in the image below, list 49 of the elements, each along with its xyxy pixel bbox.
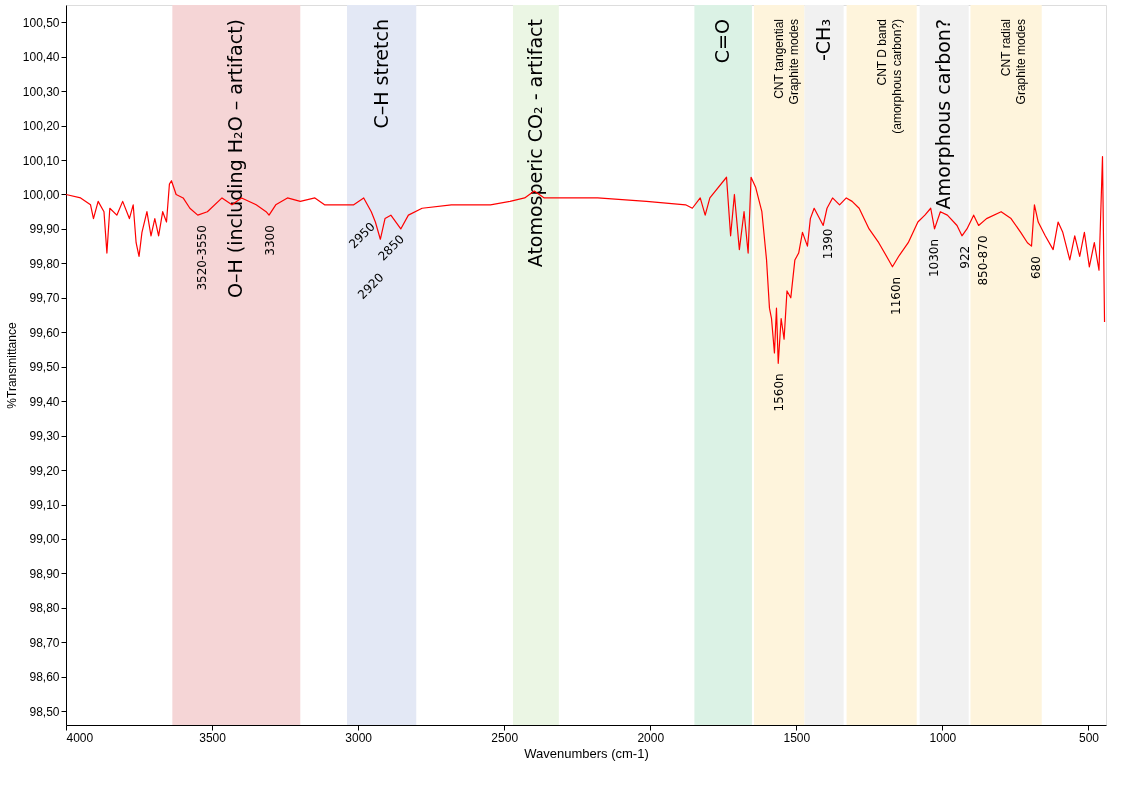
x-tick-label: 2000: [637, 730, 665, 745]
y-tick-label: 100,10: [22, 153, 60, 168]
x-tick-label: 3500: [199, 730, 227, 745]
y-tick-label: 99,20: [29, 463, 60, 478]
x-tick-label: 3000: [345, 730, 373, 745]
annotation: 1160n: [888, 276, 903, 315]
band-label: CNT tangential Graphite modes: [772, 19, 802, 105]
y-tick-label: 98,50: [29, 704, 60, 719]
y-tick-label: 100,30: [22, 84, 60, 99]
annotation: 3520-3550: [194, 225, 209, 291]
annotation: 1030n: [926, 238, 941, 278]
y-tick-label: 100,20: [22, 119, 60, 134]
y-tick-label: 99,00: [29, 532, 60, 547]
annotation: 680: [1028, 256, 1043, 280]
y-tick-label: 99,40: [29, 394, 60, 409]
y-tick-label: 98,80: [29, 601, 60, 616]
y-tick-label: 100,50: [22, 15, 60, 30]
x-tick-label: 500: [1078, 730, 1100, 745]
y-tick-label: 100,00: [22, 187, 60, 202]
y-tick-label: 99,50: [29, 360, 60, 375]
band-label: Atomosperic CO₂ - artifact: [523, 19, 546, 268]
y-tick-label: 98,70: [29, 635, 60, 650]
band-label: C=O: [711, 19, 734, 64]
band-label: C–H stretch: [369, 19, 392, 129]
x-tick-label: 2500: [491, 730, 519, 745]
y-tick-label: 99,30: [29, 429, 60, 444]
band-label: Amorphous carbon?: [932, 19, 955, 210]
x-axis-title: Wavenumbers (cm-1): [524, 745, 649, 761]
annotation: 1560n: [771, 373, 786, 412]
x-tick-label: 1000: [929, 730, 957, 745]
annotation: 850-870: [976, 235, 991, 286]
y-tick-label: 99,70: [29, 291, 60, 306]
y-tick-label: 98,60: [29, 670, 60, 685]
y-tick-label: 98,90: [29, 566, 60, 581]
band-label: -CH₃: [812, 19, 835, 62]
band-label: O–H (including H₂O – artifact): [224, 19, 247, 299]
y-tick-label: 99,60: [29, 325, 60, 340]
band-label: CNT radial Graphite modes: [999, 19, 1029, 105]
x-tick-label: 4000: [66, 730, 94, 745]
y-tick-label: 99,80: [29, 256, 60, 271]
band-label: CNT D band (amorphous carbon?): [874, 19, 904, 134]
x-tick-label: 1500: [783, 730, 811, 745]
y-axis-title: %Transmittance: [4, 322, 19, 409]
annotation: 3300: [263, 225, 278, 256]
y-tick-label: 99,10: [29, 498, 60, 513]
y-tick-label: 100,40: [22, 50, 60, 65]
annotation: 1390: [821, 228, 836, 260]
annotation: 922: [958, 245, 973, 269]
y-tick-label: 99,90: [29, 222, 60, 237]
